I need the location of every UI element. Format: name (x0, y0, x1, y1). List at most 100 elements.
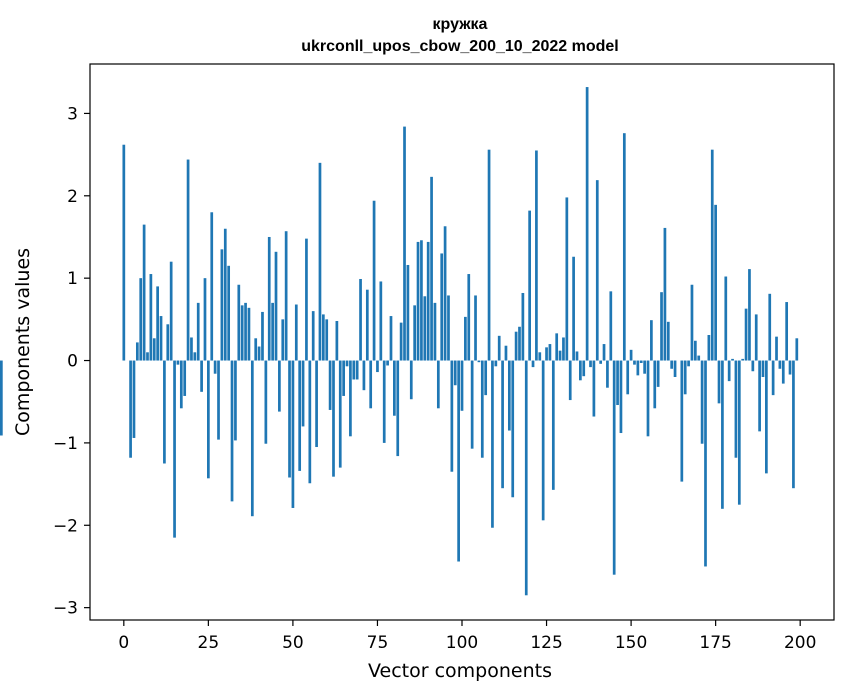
bar-7 (146, 352, 149, 361)
bar-185 (748, 269, 751, 361)
bar-120 (528, 210, 531, 361)
bar-138 (589, 360, 592, 368)
bar-125 (545, 347, 548, 361)
bar-107 (484, 360, 488, 396)
bar-182 (737, 360, 741, 505)
bar-156 (650, 320, 653, 361)
bar-0 (122, 144, 126, 361)
bar-4 (135, 342, 139, 361)
bar-123 (538, 352, 542, 361)
bar-184 (744, 308, 748, 361)
bar-119 (524, 360, 528, 596)
bar-146 (616, 360, 619, 406)
bar-45 (274, 251, 278, 361)
bar-27 (213, 360, 217, 374)
bar-133 (572, 256, 575, 361)
bar-194 (778, 360, 782, 369)
y-tick-label: 3 (67, 104, 78, 124)
bar-28 (217, 360, 220, 440)
bar-139 (592, 360, 596, 417)
bar-96 (447, 295, 450, 361)
bar-90 (426, 241, 430, 361)
bar-157 (653, 360, 657, 409)
bar-47 (281, 319, 285, 361)
bar-152 (636, 360, 640, 376)
bar-147 (619, 360, 623, 434)
bar-151 (633, 360, 636, 365)
bar-3 (132, 360, 136, 438)
bar-80 (393, 360, 396, 416)
bar-193 (775, 336, 778, 361)
bar-199 (795, 338, 799, 361)
y-axis-ticks: −3 −2 −1 0 1 2 3 (53, 104, 90, 619)
bar-70 (359, 278, 362, 361)
bar-54 (305, 238, 308, 361)
bar-38 (250, 360, 254, 517)
bar-32 (230, 360, 234, 502)
bar-undefined (0, 360, 3, 436)
bar-72 (365, 289, 369, 361)
bar-60 (325, 319, 329, 361)
bar-121 (531, 360, 535, 368)
bar-46 (278, 360, 281, 412)
x-tick-label: 0 (118, 633, 129, 653)
y-tick-label: −3 (53, 599, 78, 619)
bar-56 (311, 311, 315, 361)
bar-178 (724, 276, 728, 361)
bar-17 (179, 360, 183, 409)
bar-176 (717, 360, 721, 404)
bar-109 (491, 360, 494, 528)
bar-148 (622, 133, 626, 361)
bar-118 (521, 292, 525, 361)
bar-180 (731, 358, 734, 361)
bar-39 (254, 338, 258, 361)
bar-131 (565, 197, 569, 361)
bar-8 (149, 274, 153, 361)
bar-153 (639, 360, 643, 363)
bar-189 (761, 360, 765, 377)
bar-75 (376, 360, 379, 373)
bar-170 (697, 355, 701, 361)
bar-50 (291, 360, 295, 508)
bar-15 (173, 360, 176, 538)
bar-191 (768, 293, 772, 361)
bar-74 (372, 200, 376, 361)
bar-150 (629, 349, 633, 361)
bar-110 (494, 360, 498, 367)
bar-124 (541, 360, 545, 521)
bar-95 (443, 226, 447, 361)
bar-22 (196, 302, 200, 361)
bar-101 (464, 316, 467, 361)
bar-197 (788, 360, 792, 375)
bar-160 (663, 227, 667, 361)
bar-162 (670, 360, 674, 369)
bar-195 (781, 360, 785, 384)
bar-48 (284, 231, 288, 361)
bar-177 (721, 360, 724, 509)
bar-79 (389, 316, 393, 361)
x-tick-label: 150 (615, 633, 647, 653)
bar-11 (159, 316, 163, 361)
bar-88 (420, 240, 423, 361)
bar-140 (595, 180, 599, 361)
bar-37 (247, 307, 251, 361)
bar-series (0, 87, 799, 596)
bar-94 (440, 253, 444, 361)
bar-5 (139, 278, 143, 361)
bar-168 (690, 284, 694, 361)
bar-158 (656, 360, 660, 387)
bar-64 (338, 360, 342, 468)
bar-10 (156, 286, 159, 361)
bar-128 (555, 333, 559, 361)
bar-42 (264, 360, 268, 444)
bar-30 (223, 228, 227, 361)
bar-20 (190, 337, 193, 361)
bar-33 (234, 360, 237, 441)
bar-78 (386, 360, 389, 366)
bar-172 (704, 360, 707, 567)
y-tick-label: 0 (67, 352, 78, 372)
bar-196 (785, 302, 789, 361)
bar-25 (207, 360, 210, 479)
bar-175 (714, 204, 717, 361)
bar-186 (751, 360, 755, 372)
